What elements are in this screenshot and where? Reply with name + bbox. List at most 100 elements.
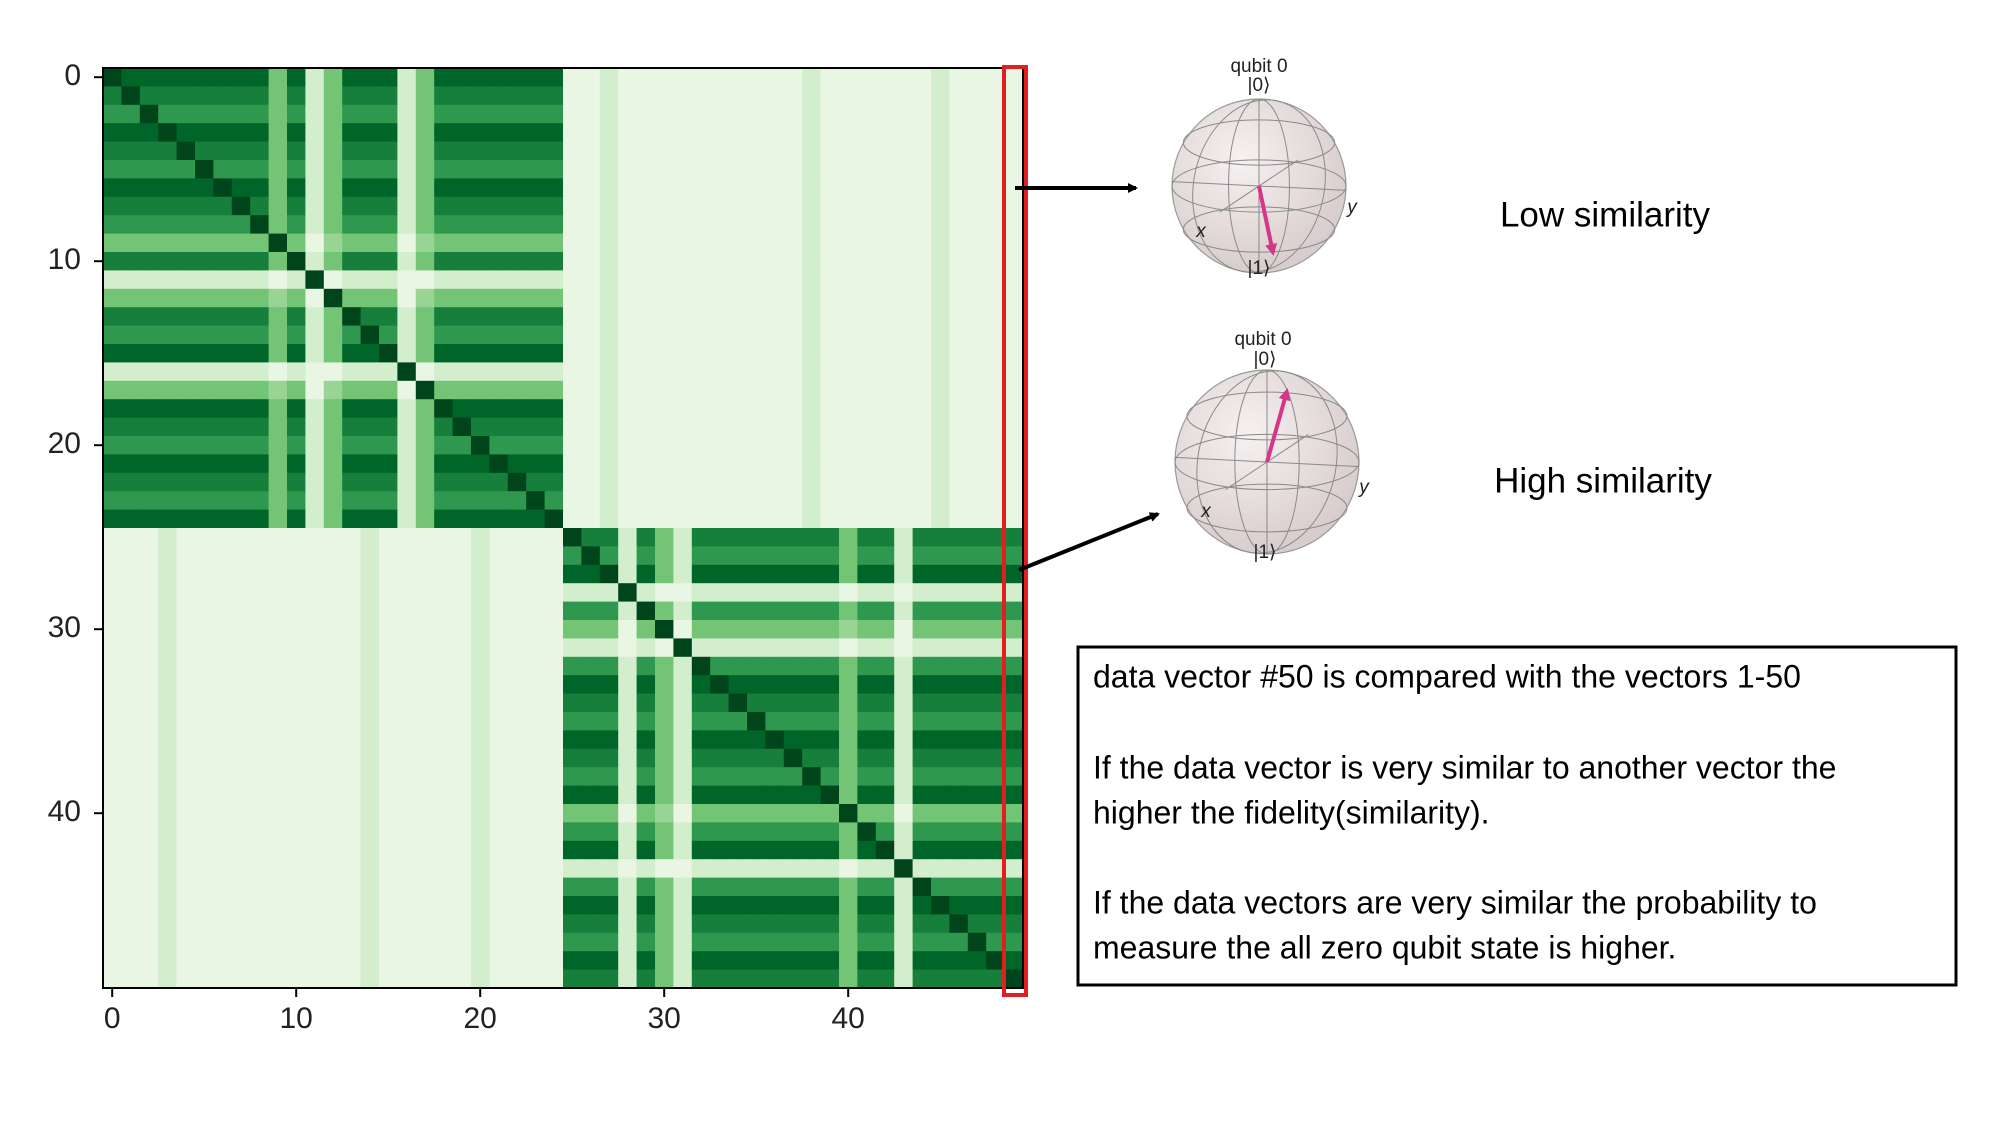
heatmap-cell [783, 417, 803, 437]
heatmap-cell [526, 675, 545, 694]
heatmap-cell [471, 969, 490, 989]
heatmap-cell [857, 178, 877, 198]
heatmap-cell [599, 656, 619, 676]
heatmap-cell [839, 638, 858, 658]
heatmap-cell [213, 344, 233, 363]
heatmap-cell [489, 896, 509, 915]
heatmap-cell [875, 215, 895, 234]
heatmap-cell [839, 693, 858, 713]
heatmap-cell [379, 564, 398, 584]
heatmap-cell [139, 196, 159, 216]
heatmap-cell [1004, 601, 1024, 621]
heatmap-cell [599, 767, 619, 786]
heatmap-cell [931, 546, 950, 566]
heatmap-cell [121, 877, 141, 897]
heatmap-cell [710, 583, 729, 602]
heatmap-cell [912, 877, 932, 897]
heatmap-cell [949, 969, 969, 989]
heatmap-cell [618, 123, 637, 142]
heatmap-cell [287, 344, 306, 363]
heatmap-cell [967, 528, 987, 547]
heatmap-cell [268, 196, 288, 216]
heatmap-cell [323, 638, 343, 658]
heatmap-cell [121, 160, 141, 179]
heatmap-cell [783, 693, 803, 713]
heatmap-cell [526, 344, 545, 363]
heatmap-cell [599, 601, 619, 621]
heatmap-cell [673, 252, 693, 271]
heatmap-cell [415, 804, 435, 823]
heatmap-cell [820, 638, 840, 658]
heatmap-cell [360, 528, 380, 547]
heatmap-cell [471, 252, 490, 271]
heatmap-cell [931, 270, 950, 290]
heatmap-cell [103, 362, 122, 382]
heatmap-cell [323, 270, 343, 290]
heatmap-cell [710, 730, 729, 750]
heatmap-cell [581, 86, 601, 106]
heatmap-cell [912, 546, 932, 566]
heatmap-cell [434, 914, 453, 934]
heatmap-cell [783, 454, 803, 474]
heatmap-cell [636, 583, 656, 602]
heatmap-cell [728, 399, 748, 418]
heatmap-cell [139, 491, 159, 510]
heatmap-cell [691, 730, 711, 750]
heatmap-cell [857, 325, 877, 345]
heatmap-cell [710, 344, 729, 363]
heatmap-cell [875, 675, 895, 694]
heatmap-cell [949, 307, 969, 326]
heatmap-cell [765, 638, 785, 658]
heatmap-cell [986, 656, 1005, 676]
heatmap-cell [195, 141, 214, 161]
heatmap-cell [986, 730, 1005, 750]
heatmap-cell [636, 160, 656, 179]
heatmap-cell [783, 509, 803, 529]
heatmap-cell [949, 380, 969, 400]
heatmap-cell [839, 196, 858, 216]
heatmap-cell [489, 767, 509, 786]
heatmap-cell [802, 601, 821, 621]
heatmap-cell [691, 785, 711, 805]
heatmap-cell [636, 748, 656, 768]
heatmap-cell [949, 178, 969, 198]
ket-zero: |0⟩ [1254, 349, 1277, 370]
heatmap-cell [618, 546, 637, 566]
heatmap-cell [268, 380, 288, 400]
heatmap-cell [287, 712, 306, 731]
heatmap-cell [195, 509, 214, 529]
heatmap-cell [452, 914, 472, 934]
heatmap-cell [526, 196, 545, 216]
heatmap-cell [397, 160, 417, 179]
heatmap-cell [912, 840, 932, 860]
heatmap-cell [802, 730, 821, 750]
plot-frame [102, 67, 1024, 989]
heatmap-cell [599, 104, 619, 124]
heatmap-cell [636, 68, 656, 87]
heatmap-cell [1004, 840, 1024, 860]
heatmap-cell [967, 86, 987, 106]
heatmap-cell [415, 472, 435, 492]
heatmap-cell [783, 196, 803, 216]
heatmap-cell [121, 969, 141, 989]
heatmap-cell [415, 675, 435, 694]
heatmap-cell [655, 730, 674, 750]
heatmap-cell [176, 233, 196, 253]
heatmap-cell [802, 344, 821, 363]
heatmap-cell [563, 951, 582, 970]
heatmap-cell [673, 270, 693, 290]
heatmap-cell [287, 380, 306, 400]
heatmap-cell [305, 307, 325, 326]
heatmap-cell [655, 932, 674, 952]
heatmap-cell [875, 840, 895, 860]
heatmap-cell [158, 969, 177, 989]
heatmap-cell [820, 693, 840, 713]
heatmap-cell [655, 233, 674, 253]
heatmap-cell [931, 380, 950, 400]
heatmap-cell [268, 822, 288, 842]
heatmap-cell [139, 730, 159, 750]
heatmap-cell [434, 859, 453, 878]
heatmap-cell [820, 951, 840, 970]
heatmap-cell [655, 380, 674, 400]
heatmap-cell [323, 233, 343, 253]
